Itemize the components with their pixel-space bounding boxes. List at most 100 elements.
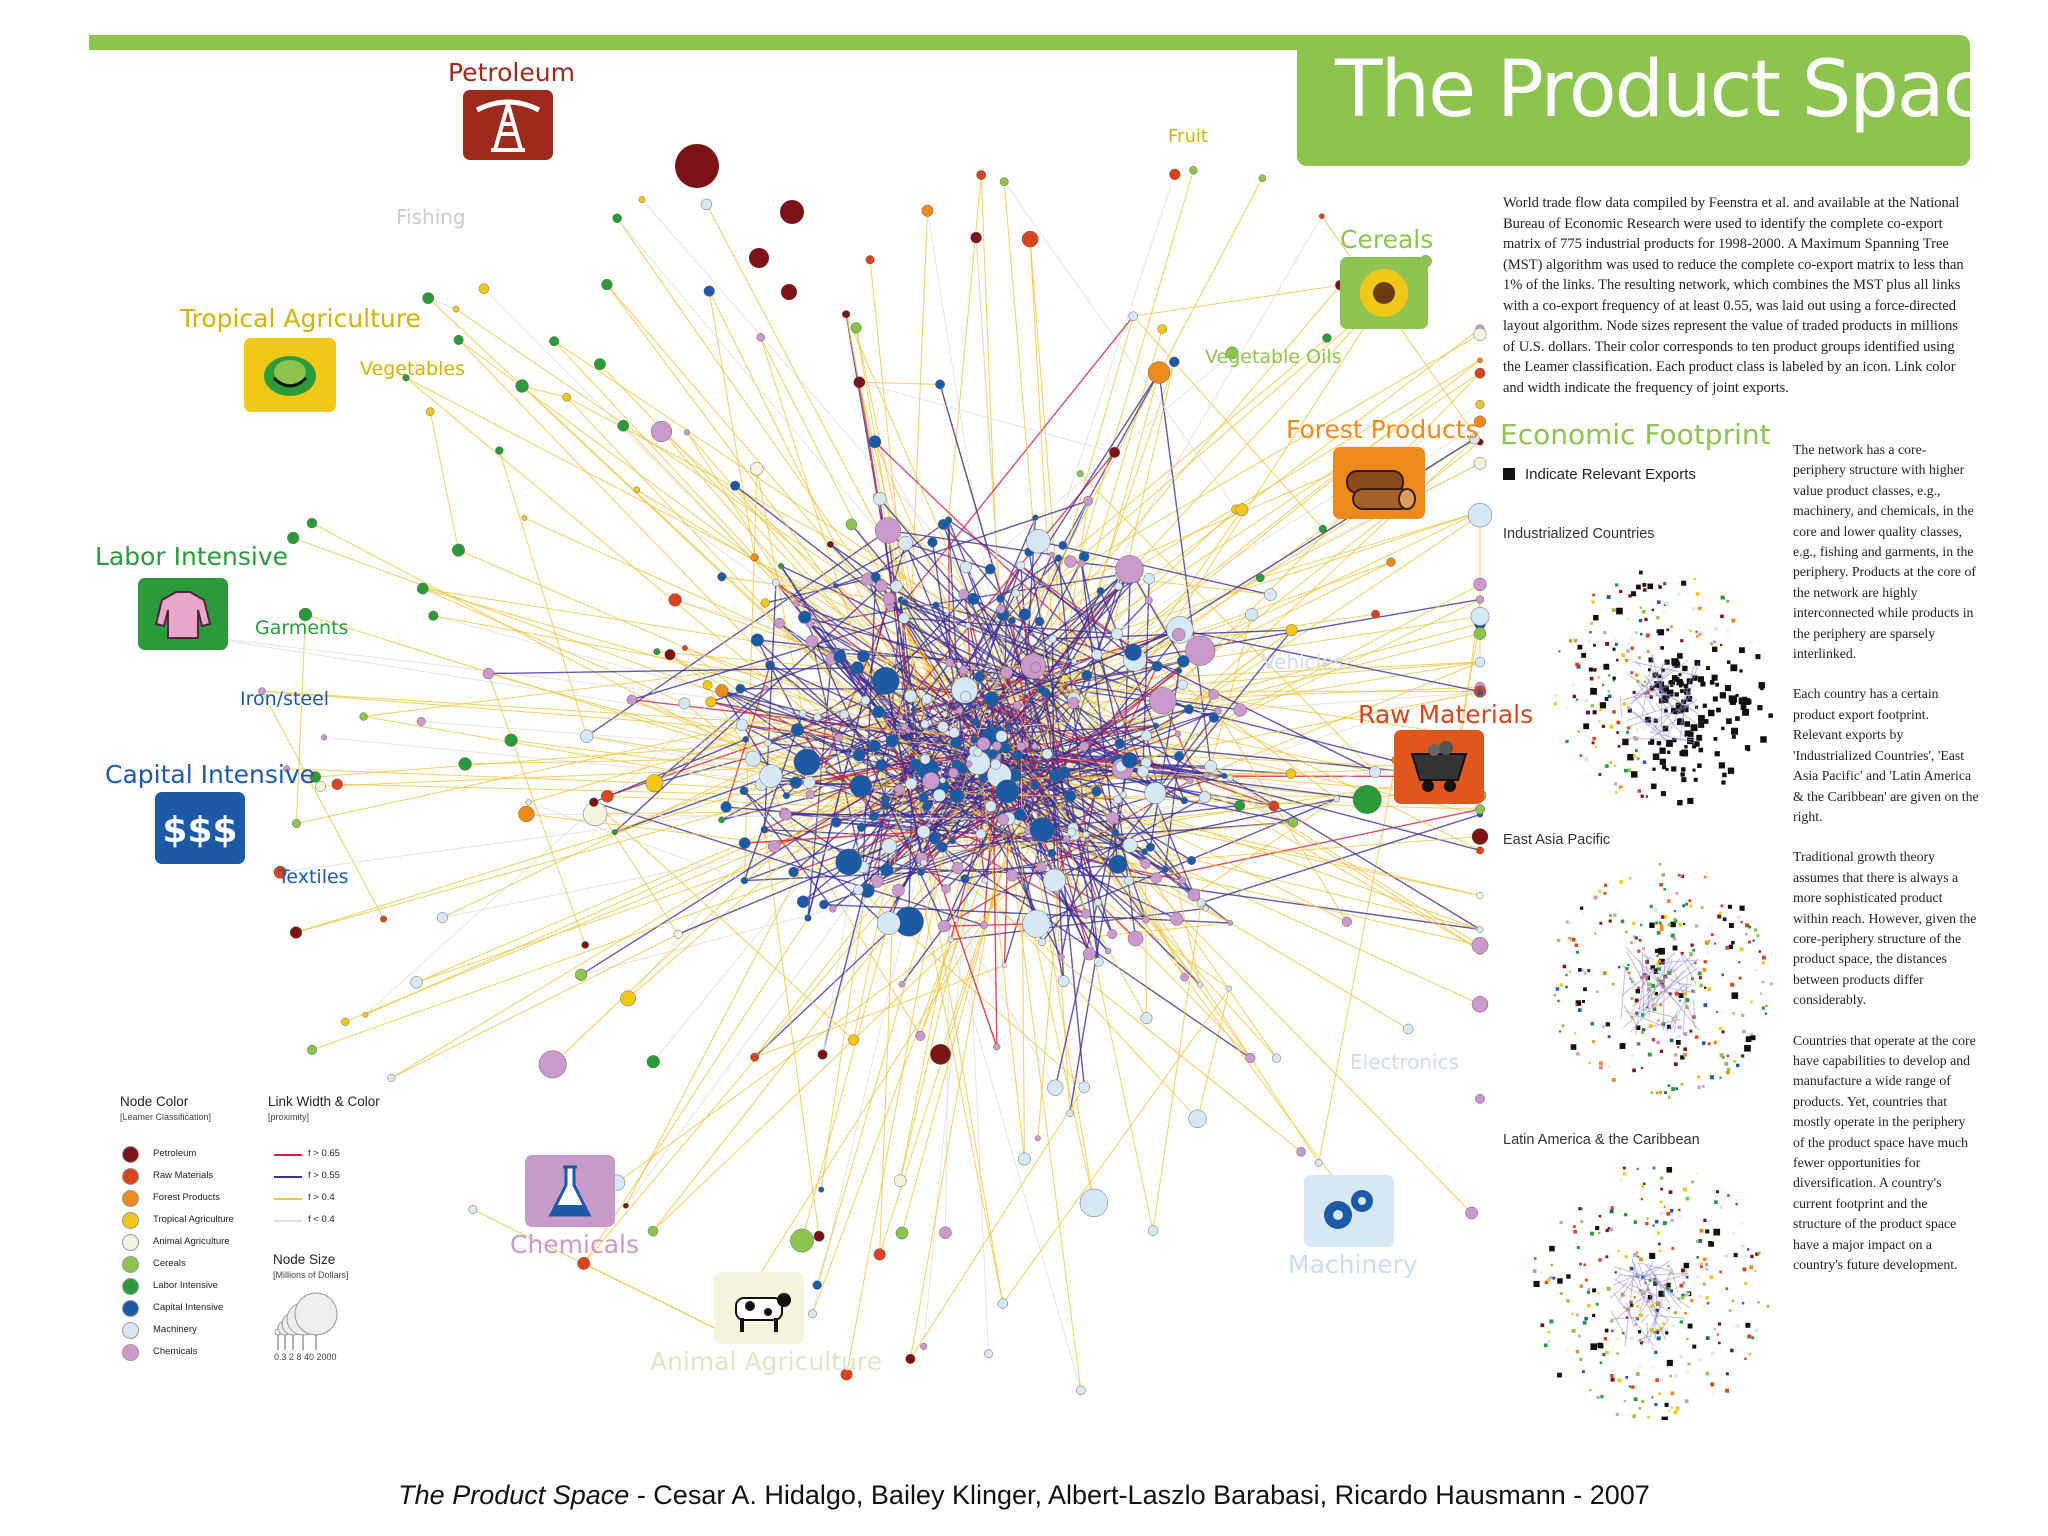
network-node xyxy=(1476,689,1484,696)
footprint-dot xyxy=(1602,1025,1605,1028)
footprint-dot xyxy=(1659,1090,1662,1094)
footprint-link xyxy=(1637,967,1700,1010)
footprint-dot xyxy=(1686,1337,1689,1341)
footprint-dot xyxy=(1647,1052,1652,1057)
footprint-dot xyxy=(1732,1012,1735,1015)
footprint-dot xyxy=(1598,1061,1603,1066)
footprint-dot xyxy=(1720,904,1724,908)
footprint-dot xyxy=(1581,999,1585,1003)
footprint-dot xyxy=(1593,1042,1596,1045)
footprint-dot xyxy=(1593,614,1599,621)
footprint-dot xyxy=(1656,961,1660,966)
network-link xyxy=(684,702,837,823)
network-link xyxy=(822,890,868,1055)
footprint-link xyxy=(1639,974,1651,990)
footprint-dot xyxy=(1679,1283,1684,1288)
footprint-dot xyxy=(1681,777,1687,783)
footprint-dot xyxy=(1638,1365,1642,1369)
footprint-dot xyxy=(1652,753,1660,760)
footprint-dot xyxy=(1629,1300,1633,1305)
network-node xyxy=(967,592,980,605)
network-link xyxy=(944,923,1037,927)
footprint-dot xyxy=(1612,676,1616,680)
footprint-dot xyxy=(1658,921,1662,925)
footprint-dot xyxy=(1680,772,1685,777)
footprint-dot xyxy=(1571,1328,1576,1333)
footprint-dot xyxy=(1613,764,1617,768)
network-link xyxy=(1132,651,1376,773)
network-node xyxy=(1041,748,1053,760)
network-link xyxy=(947,691,1481,732)
network-link xyxy=(922,561,1392,729)
footprint-dot xyxy=(1718,762,1725,769)
footprint-dot xyxy=(1667,1409,1671,1413)
footprint-dot xyxy=(1684,721,1691,727)
footprint-dot xyxy=(1687,737,1694,745)
footprint-dot xyxy=(1580,943,1585,947)
footprint-dot xyxy=(1558,1030,1562,1033)
footprint-dot xyxy=(1700,681,1706,687)
footprint-dot xyxy=(1611,1077,1616,1082)
footprint-dot xyxy=(1573,638,1578,643)
footprint-dot xyxy=(1702,1041,1706,1045)
network-link xyxy=(1154,710,1219,794)
footprint-dot xyxy=(1698,721,1705,728)
footprint-dot xyxy=(1681,1293,1685,1297)
footprint-dot xyxy=(1615,1412,1619,1416)
footprint-link xyxy=(1627,659,1689,706)
footprint-dot xyxy=(1646,1006,1649,1009)
sunflower-icon xyxy=(1340,257,1428,329)
footprint-legend: Indicate Relevant Exports xyxy=(1503,466,1696,483)
network-node xyxy=(617,419,630,432)
network-node xyxy=(938,920,951,933)
network-node xyxy=(1196,981,1204,988)
footprint-dot xyxy=(1750,1033,1753,1036)
network-node xyxy=(1475,595,1485,604)
footprint-dot xyxy=(1703,1003,1708,1008)
footprint-dot xyxy=(1608,919,1612,923)
footprint-dot xyxy=(1719,1205,1724,1209)
network-link xyxy=(1015,372,1160,594)
footprint-dot xyxy=(1630,996,1634,1001)
legend-node-color-title: Node Color xyxy=(120,1094,189,1109)
network-node xyxy=(852,748,866,762)
footprint-dot xyxy=(1603,663,1610,670)
network-node xyxy=(984,691,1000,707)
footprint-link xyxy=(1638,1260,1670,1282)
network-node xyxy=(756,333,765,342)
network-link xyxy=(891,740,1294,823)
network-node xyxy=(739,786,749,796)
footprint-dot xyxy=(1744,1281,1748,1285)
footprint-dot xyxy=(1598,889,1602,893)
category-label-electronics: Electronics xyxy=(1350,1050,1460,1074)
footprint-dot xyxy=(1685,1292,1689,1297)
footprint-dot xyxy=(1607,1035,1611,1039)
network-node xyxy=(1079,1188,1109,1218)
network-link xyxy=(429,411,460,551)
network-node xyxy=(829,905,837,913)
footprint-dot xyxy=(1587,737,1590,740)
footprint-dot xyxy=(1585,710,1590,715)
footprint-dot xyxy=(1639,923,1643,927)
footprint-dot xyxy=(1666,899,1671,903)
footprint-dot xyxy=(1657,629,1665,636)
footprint-dot xyxy=(1622,1166,1626,1170)
footprint-dot xyxy=(1681,699,1686,705)
footprint-dot xyxy=(1721,1030,1725,1034)
network-node xyxy=(780,808,792,821)
network-node xyxy=(735,683,746,694)
footprint-map-east-asia xyxy=(1553,863,1773,1099)
network-node xyxy=(1471,995,1489,1013)
footprint-dot xyxy=(1633,1220,1638,1224)
footprint-dot xyxy=(1681,749,1689,757)
footprint-dot xyxy=(1730,664,1738,672)
footprint-dot xyxy=(1741,1013,1745,1017)
footprint-dot xyxy=(1726,718,1732,724)
footprint-dot xyxy=(1599,702,1607,709)
network-link xyxy=(1067,294,1386,787)
network-node xyxy=(892,883,905,897)
footprint-dot xyxy=(1610,1206,1614,1210)
network-node xyxy=(646,1055,660,1069)
footprint-dot xyxy=(1627,963,1630,966)
network-link xyxy=(1117,836,1481,865)
